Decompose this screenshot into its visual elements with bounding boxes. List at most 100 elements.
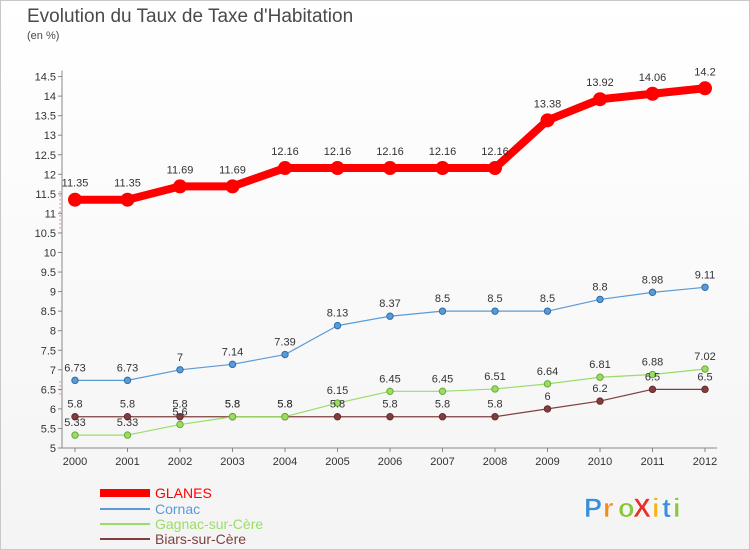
data-point-cornac [596,295,604,304]
y-tick-label: 14.5 [35,72,56,84]
data-point-cornac [491,307,499,315]
legend-label-gagnac-sur-cere: Gagnac-sur-Cère [155,516,263,532]
x-tick-label: 2003 [220,456,244,468]
data-point-gagnac-sur-cere [543,380,552,388]
data-point-biars-sur-cere [333,413,342,421]
data-label-biars-sur-cere: 5.8 [172,399,187,411]
data-label-glanes: 13.38 [534,98,562,110]
data-point-biars-sur-cere [71,413,79,421]
data-label-cornac: 6.73 [64,362,85,374]
data-label-glanes: 11.35 [114,178,141,190]
data-label-biars-sur-cere: 5.8 [225,399,240,411]
data-label-gagnac-sur-cere: 5.33 [64,417,85,429]
x-tick-label: 2011 [641,456,665,468]
x-tick-label: 2008 [483,456,507,468]
data-label-biars-sur-cere: 5.8 [120,399,135,411]
data-label-gagnac-sur-cere: 5.8 [277,399,292,411]
data-label-cornac: 9.11 [695,269,716,281]
data-label-gagnac-sur-cere: 5.6 [172,407,187,419]
data-point-biars-sur-cere [386,413,394,421]
data-point-gagnac-sur-cere [71,431,79,439]
logo-letter: i [652,493,660,523]
y-tick-label: 14 [44,91,56,103]
legend-label-biars-sur-cere: Biars-sur-Cère [155,531,246,547]
data-label-glanes: 12.16 [324,146,352,158]
data-label-glanes: 13.92 [586,77,614,89]
logo-letter: t [662,493,671,523]
data-point-cornac [71,376,79,385]
data-point-cornac [386,312,394,320]
legend-label-glanes: GLANES [155,485,212,501]
x-tick-label: 2000 [63,456,87,468]
data-point-glanes [593,92,607,107]
data-point-gagnac-sur-cere [281,413,289,421]
x-tick-label: 2005 [325,456,349,468]
data-point-cornac [701,283,709,291]
data-label-cornac: 8.5 [540,293,555,305]
data-label-glanes: 12.16 [271,146,299,158]
y-tick-label: 5 [50,443,56,455]
data-point-gagnac-sur-cere [333,399,342,407]
data-label-cornac: 8.5 [487,293,502,305]
logo-letter: r [603,493,614,523]
y-tick-label: 5.5 [41,423,56,435]
data-point-glanes [278,161,292,176]
data-label-biars-sur-cere: 5.8 [330,399,345,411]
x-tick-label: 2002 [168,456,192,468]
y-tick-label: 7.5 [41,345,56,357]
data-label-cornac: 6.73 [117,362,138,374]
logo-letter: P [584,493,602,523]
data-label-biars-sur-cere: 5.8 [277,399,292,411]
chart-title: Evolution du Taux de Taxe d'Habitation [27,6,354,27]
y-tick-label: 10 [44,248,56,260]
data-point-cornac [228,360,237,369]
data-point-gagnac-sur-cere [123,431,132,439]
x-tick-label: 2006 [378,456,402,468]
data-label-biars-sur-cere: 5.8 [67,399,82,411]
x-tick-label: 2009 [535,456,559,468]
y-tick-label: 10.5 [35,228,56,240]
data-point-gagnac-sur-cere [176,420,184,429]
data-point-biars-sur-cere [176,413,184,421]
data-label-gagnac-sur-cere: 6.88 [642,356,663,368]
data-point-gagnac-sur-cere [491,385,499,393]
data-point-biars-sur-cere [438,413,447,421]
data-point-gagnac-sur-cere [701,365,709,373]
data-label-cornac: 8.5 [435,293,450,305]
y-tick-label: 12.5 [35,150,56,162]
data-label-gagnac-sur-cere: 6.64 [537,366,558,378]
data-point-biars-sur-cere [491,413,499,421]
data-label-gagnac-sur-cere: 6.15 [327,385,348,397]
data-label-glanes: 12.16 [429,146,457,158]
x-tick-label: 2004 [273,456,297,468]
data-label-gagnac-sur-cere: 5.33 [117,417,138,429]
data-point-glanes [68,192,82,207]
data-point-gagnac-sur-cere [596,373,604,381]
data-label-cornac: 8.13 [327,308,348,320]
data-label-gagnac-sur-cere: 6.81 [589,359,610,371]
series-line-glanes [75,84,706,204]
data-label-biars-sur-cere: 6.5 [645,371,660,383]
data-label-glanes: 12.16 [481,146,509,158]
data-point-cornac [438,307,447,315]
data-label-biars-sur-cere: 5.8 [487,399,502,411]
data-point-cornac [123,376,132,385]
y-tick-label: 6.5 [41,384,56,396]
data-label-glanes: 11.35 [62,178,89,190]
unit-label: (en %) [27,30,60,42]
data-label-biars-sur-cere: 6.2 [592,383,607,395]
x-tick-label: 2012 [693,456,717,468]
data-point-glanes [698,81,712,96]
data-point-biars-sur-cere [648,385,657,394]
y-tick-label: 11.5 [35,189,56,201]
data-point-glanes [540,113,555,128]
logo-letter: X [633,493,651,523]
data-label-gagnac-sur-cere: 5.8 [225,399,240,411]
data-point-cornac [176,366,184,374]
x-tick-label: 2010 [588,456,612,468]
logo-letter: i [673,493,681,523]
data-label-glanes: 14.2 [694,66,715,78]
legend-label-cornac: Cornac [155,501,200,517]
y-tick-label: 6 [50,404,56,416]
data-label-biars-sur-cere: 5.8 [435,399,450,411]
